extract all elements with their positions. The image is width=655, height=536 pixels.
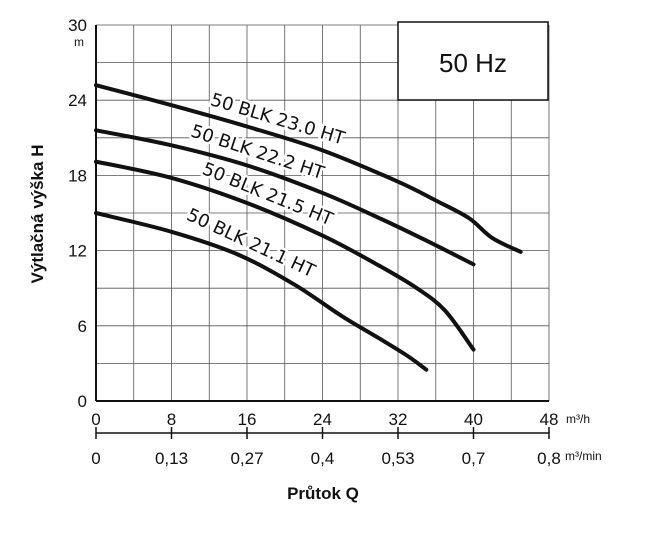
y-tick-labels: 0 6 12 18 24 30 bbox=[68, 16, 87, 411]
x-tick-label: 48 bbox=[540, 410, 559, 429]
y-tick-label: 0 bbox=[78, 392, 87, 411]
x-tick-label: 16 bbox=[238, 410, 257, 429]
y-tick-label: 30 bbox=[68, 16, 87, 35]
secondary-tick-label: 0,8 bbox=[537, 449, 561, 468]
y-tick-label: 18 bbox=[68, 166, 87, 185]
y-axis-title: Výtlačná výška H bbox=[28, 145, 47, 284]
x-tick-labels: 0 8 16 24 32 40 48 bbox=[91, 410, 558, 429]
y-unit: m bbox=[74, 35, 84, 49]
secondary-tick-label: 0,27 bbox=[230, 449, 263, 468]
x-tick-label: 24 bbox=[313, 410, 332, 429]
secondary-x-axis: 0 0,13 0,27 0,4 0,53 0,7 0,8 bbox=[91, 427, 561, 468]
y-tick-label: 6 bbox=[78, 317, 87, 336]
curve-line bbox=[94, 83, 523, 254]
secondary-tick-label: 0,4 bbox=[311, 449, 335, 468]
secondary-tick-label: 0,53 bbox=[381, 449, 414, 468]
x-unit-secondary: m³/min bbox=[565, 449, 602, 463]
x-tick-label: 8 bbox=[167, 410, 176, 429]
y-tick-label: 24 bbox=[68, 91, 87, 110]
x-axis-title: Průtok Q bbox=[287, 484, 359, 503]
frequency-label: 50 Hz bbox=[439, 48, 507, 78]
curve-line bbox=[94, 211, 429, 372]
curve-line bbox=[94, 159, 476, 352]
frequency-box: 50 Hz bbox=[397, 21, 549, 101]
x-tick-label: 32 bbox=[389, 410, 408, 429]
secondary-tick-label: 0,7 bbox=[462, 449, 486, 468]
y-tick-label: 12 bbox=[68, 242, 87, 261]
x-tick-label: 40 bbox=[464, 410, 483, 429]
frequency-box-frame bbox=[397, 21, 549, 101]
x-tick-label: 0 bbox=[91, 410, 100, 429]
secondary-tick-label: 0,13 bbox=[155, 449, 188, 468]
curves bbox=[94, 83, 523, 372]
secondary-tick-label: 0 bbox=[91, 449, 100, 468]
curve-line bbox=[94, 128, 476, 267]
x-unit-primary: m³/h bbox=[566, 412, 590, 426]
